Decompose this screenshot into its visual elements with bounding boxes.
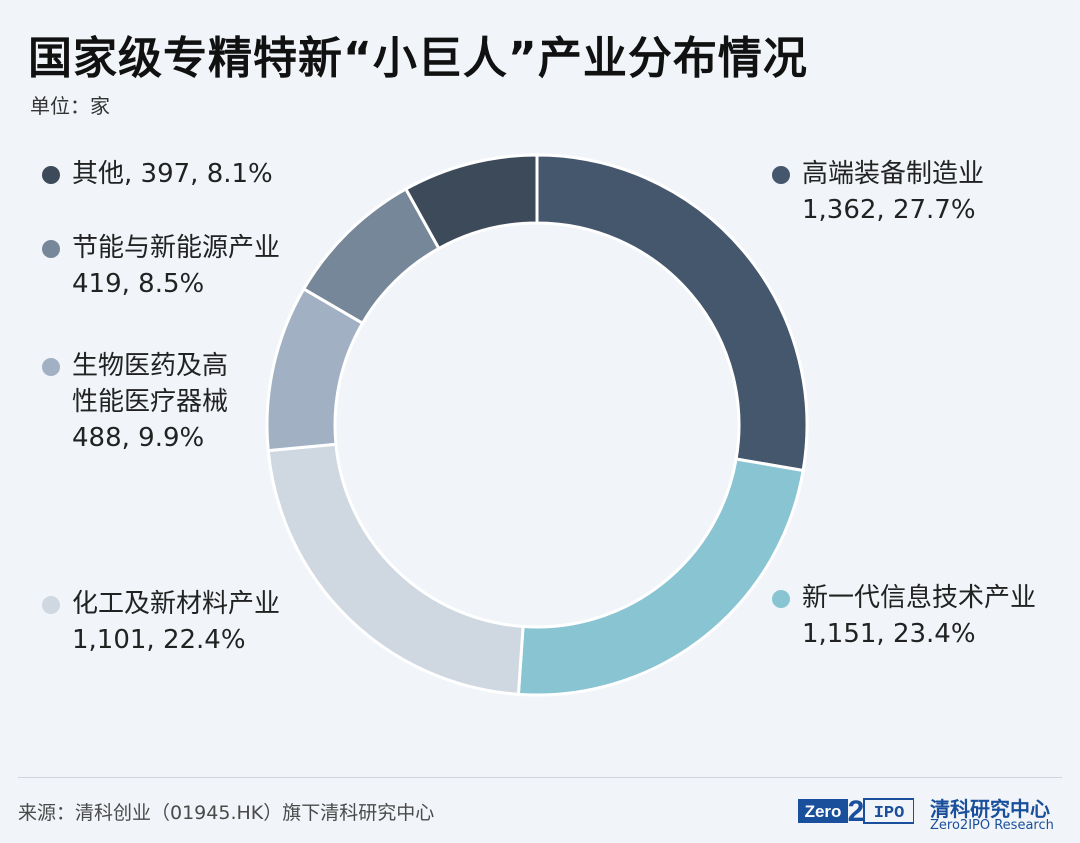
donut-slice-other bbox=[403, 153, 539, 251]
page-title: 国家级专精特新“小巨人”产业分布情况 bbox=[28, 33, 808, 84]
legend-dot bbox=[772, 590, 790, 608]
donut-slice-it bbox=[516, 457, 805, 697]
legend-label: 高端装备制造业 bbox=[802, 159, 985, 189]
legend-item-it: 新一代信息技术产业 1,151, 23.4% bbox=[772, 580, 1037, 652]
legend-value: 419, 8.5% bbox=[72, 269, 205, 299]
donut-slice-equipment bbox=[535, 153, 809, 473]
legend-dot bbox=[42, 358, 60, 376]
legend-value: 488, 9.9% bbox=[72, 423, 205, 453]
footer-divider bbox=[18, 777, 1062, 778]
logo-text-mid: 2 bbox=[848, 795, 865, 827]
legend-dot bbox=[772, 166, 790, 184]
legend-value: 397, 8.1% bbox=[140, 159, 273, 189]
legend-item-other: 其他, 397, 8.1% bbox=[42, 156, 273, 192]
legend-value: 1,101, 22.4% bbox=[72, 625, 246, 655]
brand-name-cn: 清科研究中心 bbox=[930, 797, 1050, 821]
legend-item-energy: 节能与新能源产业 419, 8.5% bbox=[42, 230, 281, 302]
legend-item-biomed: 生物医药及高 性能医疗器械 488, 9.9% bbox=[42, 348, 229, 456]
legend-dot bbox=[42, 240, 60, 258]
legend-value: 1,362, 27.7% bbox=[802, 195, 976, 225]
logo-text-right: IPO bbox=[874, 804, 905, 823]
legend-item-equipment: 高端装备制造业 1,362, 27.7% bbox=[772, 156, 985, 228]
legend-label: 其他 bbox=[72, 159, 125, 189]
brand-name-en: Zero2IPO Research bbox=[930, 818, 1054, 833]
legend-value: 1,151, 23.4% bbox=[802, 619, 976, 649]
legend-label: 节能与新能源产业 bbox=[72, 233, 281, 263]
legend-item-chemical: 化工及新材料产业 1,101, 22.4% bbox=[42, 586, 281, 658]
legend-label: 化工及新材料产业 bbox=[72, 589, 281, 619]
donut-slice-chemical bbox=[266, 442, 525, 696]
legend-dot bbox=[42, 166, 60, 184]
source-note: 来源：清科创业（01945.HK）旗下清科研究中心 bbox=[18, 802, 435, 824]
zero2ipo-logo: Zero 2 IPO bbox=[798, 795, 914, 827]
legend-label-line-2: 性能医疗器械 bbox=[72, 387, 229, 417]
legend-dot bbox=[42, 596, 60, 614]
legend-label: 新一代信息技术产业 bbox=[802, 583, 1037, 613]
legend-label-line-1: 生物医药及高 bbox=[72, 351, 229, 381]
unit-label: 单位：家 bbox=[30, 94, 110, 118]
logo-text-left: Zero bbox=[805, 802, 842, 821]
